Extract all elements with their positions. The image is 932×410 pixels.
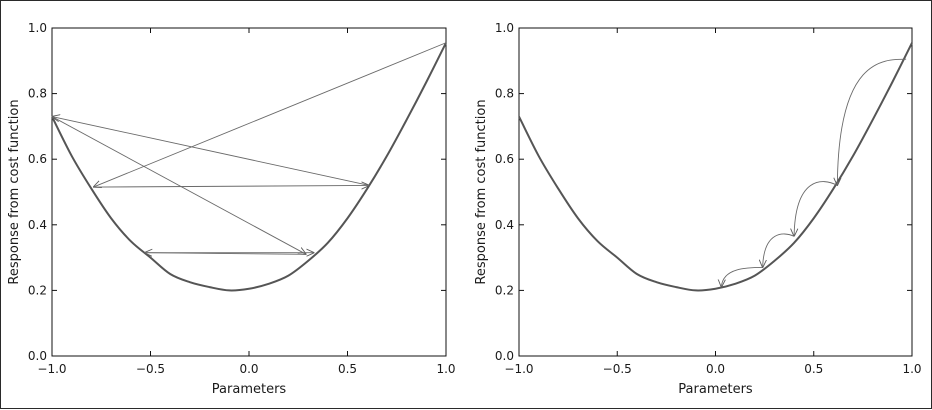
step-arrow-1: [837, 58, 907, 185]
x-tick-label: 0.0: [706, 362, 725, 376]
y-tick-label: 0.6: [28, 152, 47, 166]
step-arrow-2: [794, 181, 838, 237]
y-tick-label: 0.0: [28, 349, 47, 363]
y-tick-label: 0.8: [28, 87, 47, 101]
chart-panel-1: −1.0 −0.5 0.0 0.5 1.0 0.0 0.2 0.4 0.6 0.8 1.0 Param…: [7, 21, 456, 397]
plot-area: [518, 27, 913, 357]
cost-function-curve: [51, 42, 447, 292]
y-tick-label: 0.2: [28, 283, 47, 297]
step-arrow-3: [52, 117, 370, 186]
y-tick-label: 0.6: [495, 152, 514, 166]
x-tick-label: −0.5: [603, 362, 632, 376]
step-arrow-4: [51, 116, 306, 255]
y-tick-label: 0.4: [28, 218, 47, 232]
y-tick-label: 0.0: [495, 349, 514, 363]
y-tick-label: 0.4: [495, 218, 514, 232]
step-arrow-1: [93, 42, 447, 187]
x-tick-label: 0.5: [338, 362, 357, 376]
step-arrow-3: [763, 233, 795, 267]
y-tick-label: 1.0: [495, 21, 514, 35]
x-tick-label: −1.0: [504, 362, 533, 376]
step-arrow-4: [721, 266, 763, 287]
y-tick-label: 1.0: [28, 21, 47, 35]
x-axis-label: Parameters: [678, 382, 753, 397]
y-tick-label: 0.8: [495, 87, 514, 101]
x-tick-label: −1.0: [37, 362, 66, 376]
cost-function-curve: [518, 42, 913, 292]
y-axis-label: Response from cost function: [7, 99, 22, 284]
x-axis-label: Parameters: [212, 382, 287, 397]
x-tick-label: −0.5: [136, 362, 165, 376]
chart-panel-2: −1.0 −0.5 0.0 0.5 1.0 0.0 0.2 0.4 0.6 0.8 1.0 Param…: [474, 21, 922, 397]
plot-area: [51, 27, 447, 357]
x-tick-label: 0.0: [239, 362, 258, 376]
y-axis-label: Response from cost function: [474, 99, 489, 284]
x-tick-label: 1.0: [436, 362, 455, 376]
x-tick-label: 0.5: [804, 362, 823, 376]
y-tick-label: 0.2: [495, 283, 514, 297]
step-arrow-2: [93, 185, 369, 187]
x-tick-label: 1.0: [902, 362, 921, 376]
